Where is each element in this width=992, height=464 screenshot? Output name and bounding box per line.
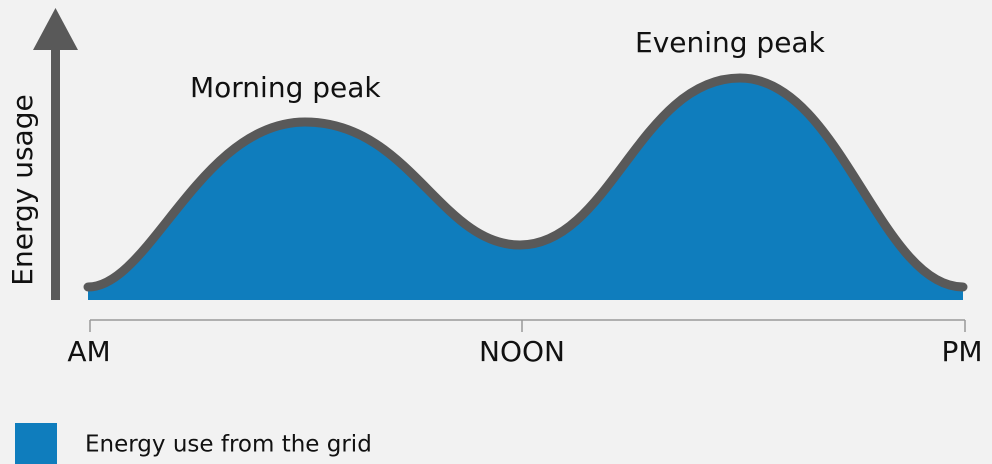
legend-swatch	[15, 423, 57, 464]
y-axis-arrow-head	[33, 8, 78, 50]
usage-area	[88, 78, 963, 300]
x-label: PM	[941, 335, 982, 368]
usage-curve	[83, 73, 968, 292]
annotation: Morning peak	[190, 71, 381, 104]
y-axis-label: Energy usage	[6, 94, 39, 285]
x-label: NOON	[479, 335, 565, 368]
y-axis-arrow-shaft	[51, 46, 60, 300]
annotation: Evening peak	[635, 26, 826, 59]
legend-label: Energy use from the grid	[85, 432, 372, 458]
x-label: AM	[67, 335, 110, 368]
